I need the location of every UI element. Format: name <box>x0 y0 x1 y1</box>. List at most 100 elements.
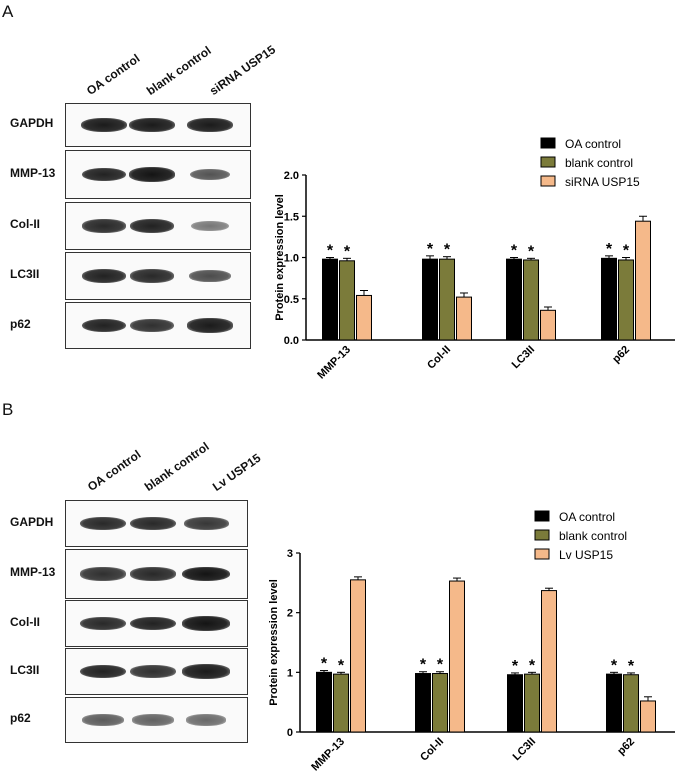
legend-label: blank control <box>565 156 633 170</box>
x-tick-label: p62 <box>615 736 637 758</box>
significance-star: * <box>611 657 618 674</box>
significance-star: * <box>444 242 451 259</box>
protein-band <box>130 664 176 679</box>
bar <box>415 673 431 733</box>
protein-band <box>187 318 233 333</box>
protein-band <box>182 616 230 631</box>
significance-star: * <box>344 243 351 260</box>
y-tick-label: 0.0 <box>284 335 299 347</box>
y-tick-label: 2 <box>287 608 293 620</box>
blot-strip <box>65 202 251 250</box>
protein-band <box>187 117 233 132</box>
bar <box>640 700 656 733</box>
blot-strip <box>65 103 251 147</box>
bar <box>524 673 540 733</box>
protein-band <box>191 220 229 232</box>
blot-strip <box>65 302 251 349</box>
protein-band <box>79 516 127 531</box>
legend-swatch <box>540 156 556 168</box>
significance-star: * <box>321 656 328 673</box>
x-tick-label: LC3II <box>511 736 539 764</box>
blot-strip <box>65 549 248 599</box>
bar <box>507 674 523 733</box>
legend-label: OA control <box>565 137 621 151</box>
y-axis-label: Protein expression level <box>268 579 280 706</box>
protein-band <box>81 167 127 182</box>
protein-band <box>129 269 175 283</box>
bar <box>316 671 332 733</box>
significance-star: * <box>628 658 635 675</box>
blot-row-label: p62 <box>10 711 31 725</box>
bar <box>432 673 448 733</box>
protein-band <box>81 117 127 132</box>
bar <box>623 674 639 733</box>
y-tick-label: 1.0 <box>284 253 299 265</box>
protein-band <box>129 516 177 531</box>
bar-chart-a: 0.0 0.5 1.0 1.5 2.0 Protein expression level *… <box>274 137 675 382</box>
bar <box>606 673 622 733</box>
significance-star: * <box>623 243 630 260</box>
protein-band <box>80 567 126 581</box>
protein-band <box>129 567 177 581</box>
blot-row-label: LC3II <box>10 662 40 677</box>
bar <box>541 590 557 733</box>
blot-row-label: Col-II <box>10 217 40 231</box>
panel-letter-b: B <box>2 400 14 419</box>
blot-strip <box>65 697 248 743</box>
protein-band <box>132 714 174 726</box>
protein-band <box>81 219 127 233</box>
protein-band <box>82 714 124 726</box>
protein-band <box>185 714 227 726</box>
protein-band <box>79 664 127 679</box>
legend-swatch <box>534 529 550 541</box>
significance-star: * <box>529 657 536 674</box>
x-tick-label: Col-II <box>418 736 446 764</box>
blot-row-label: GAPDH <box>10 116 54 130</box>
protein-band <box>183 517 229 530</box>
y-tick-label: 1 <box>287 667 293 679</box>
protein-band <box>129 219 175 233</box>
blot-row-label: GAPDH <box>10 514 54 529</box>
protein-band <box>189 168 231 181</box>
legend-swatch <box>534 510 550 522</box>
y-tick-label: 2.0 <box>284 170 299 182</box>
significance-star: * <box>512 658 519 675</box>
blot-strip <box>65 150 251 199</box>
panel-letter-a: A <box>2 2 14 21</box>
y-tick-label: 3 <box>287 548 293 560</box>
y-axis-label: Protein expression level <box>274 194 286 321</box>
protein-band <box>189 269 231 283</box>
blot-row-label: LC3II <box>10 267 40 281</box>
protein-band <box>79 616 127 631</box>
significance-star: * <box>437 657 444 674</box>
x-tick-label: MMP-13 <box>309 736 347 774</box>
significance-star: * <box>606 241 613 258</box>
legend-swatch <box>540 137 556 149</box>
legend-label: OA control <box>559 510 615 524</box>
blot-row-label: Col-II <box>10 614 40 629</box>
blot-strip <box>65 252 251 300</box>
significance-star: * <box>338 657 345 674</box>
blot-row-label: MMP-13 <box>10 165 56 180</box>
legend-label: blank control <box>559 529 627 543</box>
blot-strip <box>65 600 248 647</box>
protein-band <box>130 318 174 333</box>
protein-band <box>81 269 127 283</box>
significance-star: * <box>327 243 334 260</box>
significance-star: * <box>528 243 535 260</box>
protein-band <box>129 616 177 631</box>
significance-star: * <box>420 657 427 674</box>
y-tick-label: 1.5 <box>284 211 299 223</box>
significance-star: * <box>511 243 518 260</box>
legend-swatch <box>534 548 550 560</box>
bar <box>350 579 366 733</box>
protein-band <box>182 664 230 679</box>
y-tick-label: 0 <box>287 727 293 739</box>
legend-label: siRNA USP15 <box>565 175 640 189</box>
protein-band <box>129 167 175 182</box>
legend-label: Lv USP15 <box>559 548 613 562</box>
protein-band <box>182 566 230 582</box>
blot-strip <box>65 648 248 695</box>
significance-star: * <box>427 241 434 258</box>
